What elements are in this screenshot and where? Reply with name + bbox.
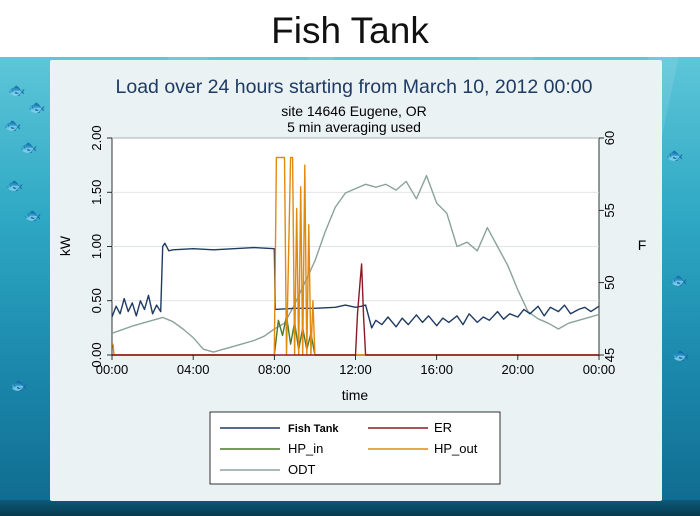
fish-icon: 🐟 [666, 147, 684, 163]
x-tick-label: 00:00 [583, 362, 616, 377]
fish-icon: 🐟 [4, 117, 22, 133]
legend-label-odt: ODT [288, 462, 316, 477]
y-tick-label: 0.00 [89, 342, 104, 367]
sea-floor [0, 500, 700, 516]
y2-tick-label: 55 [602, 203, 617, 217]
fish-icon: 🐟 [672, 347, 690, 363]
x-tick-label: 20:00 [502, 362, 535, 377]
y2-tick-label: 50 [602, 275, 617, 289]
series-line-er [112, 263, 599, 356]
legend-label-fish-tank: Fish Tank [288, 423, 339, 435]
legend-box [209, 411, 501, 485]
legend: Fish Tank ER HP_in HP_out ODT [209, 411, 501, 485]
legend-label-er: ER [434, 420, 452, 435]
y2-tick-label: 60 [602, 131, 617, 145]
fish-icon: 🐟 [20, 139, 38, 155]
chart-title: Load over 24 hours starting from March 1… [116, 76, 593, 98]
x-tick-label: 04:00 [177, 362, 210, 377]
slide-title: Fish Tank [271, 10, 429, 51]
y-tick-label: 0.50 [89, 288, 104, 313]
series-line-hp-out [112, 156, 599, 356]
legend-label-hp-in: HP_in [288, 441, 323, 456]
fish-icon: 🐟 [8, 82, 26, 98]
chart-subtitle-line-1: site 14646 Eugene, OR [281, 103, 427, 119]
chart-subtitle-line-2: 5 min averaging used [287, 119, 421, 135]
series-line-fish-tank [111, 242, 600, 329]
y-axis-label: kW [57, 235, 73, 256]
x-tick-label: 08:00 [258, 362, 291, 377]
y-tick-label: 2.00 [89, 125, 104, 150]
fish-icon: 🐟 [10, 377, 28, 393]
axes: 00:00 04:00 08:00 12:00 16:00 20:00 00:000.000… [89, 125, 617, 377]
fish-icon: 🐟 [24, 207, 42, 223]
series-layer [111, 156, 600, 356]
chart: Load over 24 hours starting from March 1… [57, 76, 647, 485]
x-tick-label: 00:00 [96, 362, 129, 377]
fish-icon: 🐟 [670, 272, 688, 288]
x-tick-label: 12:00 [339, 362, 372, 377]
x-axis-label: time [342, 387, 369, 403]
x-tick-label: 16:00 [420, 362, 453, 377]
y-tick-label: 1.50 [89, 180, 104, 205]
legend-label-hp-out: HP_out [434, 441, 478, 456]
series-line-odt [111, 174, 600, 353]
fish-icon: 🐟 [6, 177, 24, 193]
y2-axis-label: F [638, 237, 647, 253]
y-tick-label: 1.00 [89, 234, 104, 259]
y2-tick-label: 45 [602, 348, 617, 362]
fish-icon: 🐟 [28, 99, 46, 115]
chart-panel: Load over 24 hours starting from March 1… [50, 60, 662, 501]
